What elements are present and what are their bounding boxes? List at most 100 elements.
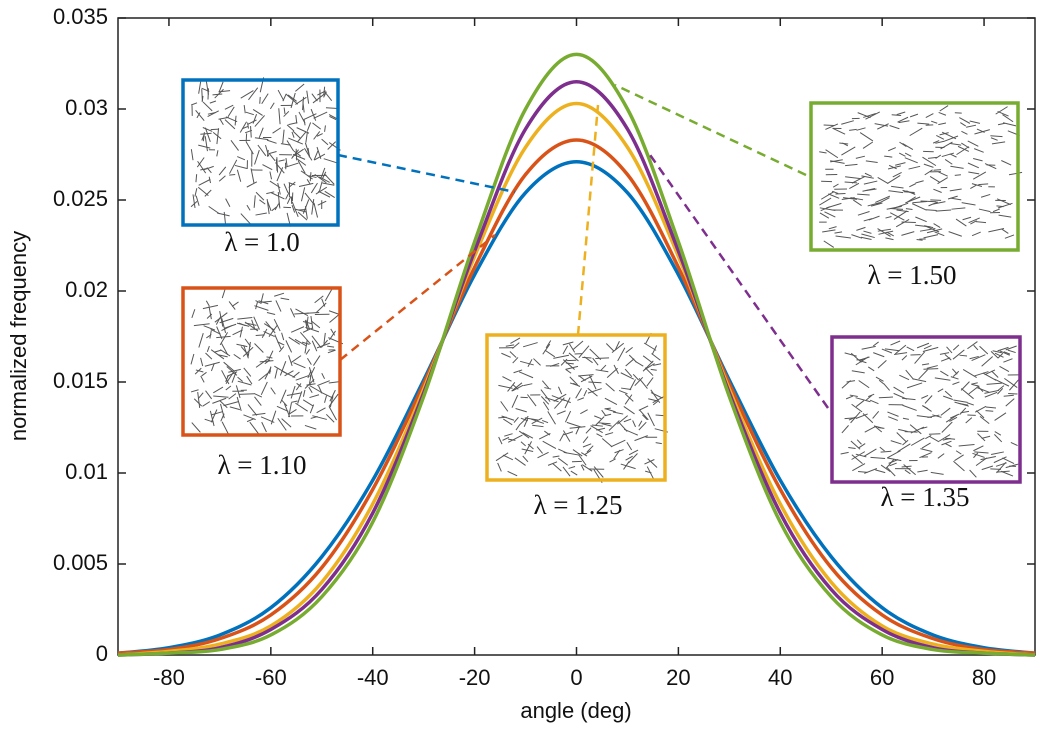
texture-line [202, 401, 211, 407]
texture-line [219, 332, 228, 346]
texture-line [512, 342, 520, 349]
texture-line [297, 211, 308, 221]
texture-line [556, 410, 566, 415]
texture-line [237, 376, 244, 382]
texture-line [857, 193, 870, 196]
texture-line [221, 325, 233, 332]
texture-line [200, 357, 204, 367]
texture-line [198, 333, 204, 348]
texture-line [647, 458, 658, 468]
texture-line [896, 432, 907, 443]
texture-line [324, 173, 335, 185]
texture-line [951, 207, 966, 210]
texture-line [587, 387, 598, 397]
texture-line [943, 395, 953, 400]
texture-line [532, 424, 544, 428]
texture-line [279, 389, 287, 404]
texture-line [884, 348, 900, 352]
texture-line [224, 119, 236, 130]
texture-line [890, 208, 904, 210]
texture-line [967, 162, 980, 169]
texture-line [497, 462, 502, 472]
texture-line [260, 416, 275, 423]
texture-line [515, 424, 520, 431]
texture-line [825, 123, 839, 130]
texture-line [978, 208, 991, 213]
texture-line [1003, 351, 1011, 355]
texture-line [823, 240, 835, 248]
x-tick-label: 60 [870, 665, 894, 690]
x-tick-label: -20 [459, 665, 491, 690]
texture-line [263, 323, 275, 331]
texture-line [246, 181, 258, 188]
texture-line [965, 417, 973, 424]
texture-line [253, 316, 260, 330]
texture-line [242, 346, 254, 357]
texture-line [234, 115, 237, 126]
texture-line [855, 400, 865, 408]
texture-line [301, 341, 310, 345]
texture-line [205, 390, 213, 400]
texture-line [988, 228, 1005, 233]
texture-line [973, 452, 979, 459]
texture-line [234, 164, 248, 170]
texture-line [905, 369, 914, 380]
texture-line [518, 371, 534, 379]
texture-line [509, 351, 517, 358]
texture-line [520, 360, 534, 366]
texture-line [327, 349, 336, 354]
texture-line [213, 349, 222, 353]
texture-line [970, 184, 977, 190]
texture-line [266, 198, 270, 215]
texture-line [210, 328, 221, 335]
texture-line [632, 420, 636, 428]
texture-line [553, 393, 567, 402]
texture-line [292, 130, 301, 139]
texture-line [941, 131, 957, 140]
texture-line [254, 149, 260, 165]
series-line [117, 101, 1036, 657]
texture-line [255, 334, 265, 336]
texture-line [930, 199, 942, 201]
texture-line [498, 436, 503, 445]
texture-line [937, 177, 948, 185]
texture-line [613, 449, 621, 460]
texture-line [865, 111, 880, 120]
texture-line [941, 152, 955, 158]
texture-line [202, 127, 213, 132]
texture-line [870, 456, 886, 460]
inset-label: λ = 1.25 [533, 490, 622, 520]
texture-line [621, 387, 632, 390]
texture-line [601, 438, 613, 448]
texture-line [304, 379, 315, 389]
texture-line [530, 418, 545, 424]
texture-line [298, 111, 306, 124]
texture-line [639, 409, 649, 421]
x-tick-label: 20 [666, 665, 690, 690]
texture-line [618, 421, 628, 432]
texture-line [540, 389, 551, 402]
texture-line [266, 312, 276, 315]
texture-line [932, 414, 942, 418]
texture-line [315, 302, 327, 314]
texture-line [990, 135, 1003, 138]
texture-line [624, 368, 633, 378]
texture-line [888, 190, 904, 194]
texture-line [254, 115, 265, 127]
texture-line [1008, 171, 1023, 176]
texture-line [1001, 160, 1012, 166]
texture-line [595, 357, 610, 359]
texture-line [294, 208, 307, 213]
texture-line [933, 223, 941, 228]
texture-line [1003, 358, 1013, 363]
leader-line [337, 153, 516, 194]
texture-line [218, 166, 227, 176]
texture-line [249, 421, 260, 435]
texture-line [934, 231, 945, 237]
texture-line [977, 433, 986, 442]
texture-line [860, 360, 867, 364]
texture-line [198, 81, 202, 94]
texture-line [248, 87, 259, 101]
texture-line [907, 196, 916, 203]
texture-line [608, 420, 620, 431]
